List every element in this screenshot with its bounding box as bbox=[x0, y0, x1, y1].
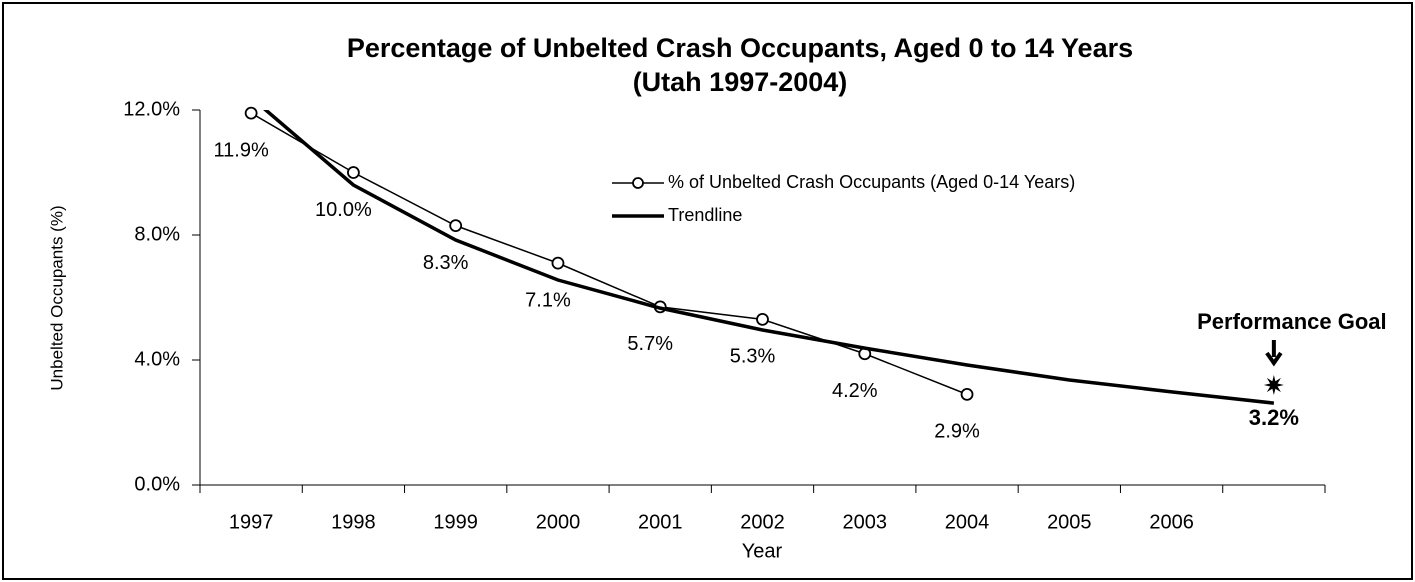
x-tick-label: 2003 bbox=[843, 511, 888, 533]
legend-label: Trendline bbox=[668, 205, 742, 225]
data-point bbox=[449, 219, 463, 233]
data-point bbox=[960, 387, 974, 401]
y-tick-label: 8.0% bbox=[134, 223, 180, 245]
x-tick-label: 2000 bbox=[536, 511, 581, 533]
data-point bbox=[244, 106, 258, 120]
goal-label: Performance Goal bbox=[1197, 309, 1387, 334]
data-line bbox=[250, 112, 968, 396]
goal-value-label: 3.2% bbox=[1249, 405, 1299, 430]
y-tick-label: 4.0% bbox=[134, 348, 180, 370]
x-tick-label: 1999 bbox=[433, 511, 478, 533]
data-label: 2.9% bbox=[934, 421, 980, 443]
x-tick-label: 2004 bbox=[945, 511, 990, 533]
x-tick-label: 2006 bbox=[1149, 511, 1194, 533]
goal-arrow bbox=[1265, 340, 1283, 367]
y-tick-label: 12.0% bbox=[123, 98, 180, 120]
y-tick-label: 0.0% bbox=[134, 473, 180, 495]
data-point bbox=[347, 166, 360, 179]
chart-subtitle: (Utah 1997-2004) bbox=[633, 67, 848, 97]
data-label: 7.1% bbox=[525, 289, 571, 311]
data-label: 4.2% bbox=[832, 380, 878, 402]
data-label: 5.3% bbox=[730, 346, 776, 368]
chart-title: Percentage of Unbelted Crash Occupants, … bbox=[347, 33, 1133, 63]
data-point bbox=[756, 312, 769, 326]
x-tick-label: 2005 bbox=[1047, 511, 1092, 533]
legend-label: % of Unbelted Crash Occupants (Aged 0-14… bbox=[668, 172, 1075, 192]
data-label: 8.3% bbox=[423, 252, 469, 274]
x-axis-label: Year bbox=[742, 540, 783, 562]
x-tick-label: 1998 bbox=[331, 511, 376, 533]
data-label: 10.0% bbox=[315, 199, 372, 221]
legend-marker bbox=[632, 177, 644, 189]
y-axis-label: Unbelted Occupants (%) bbox=[47, 205, 66, 390]
data-label: 5.7% bbox=[627, 333, 673, 355]
goal-marker bbox=[1263, 375, 1284, 395]
x-tick-label: 2002 bbox=[740, 511, 785, 533]
trendline bbox=[263, 110, 1275, 405]
data-point bbox=[551, 256, 565, 270]
x-tick-label: 1997 bbox=[229, 511, 274, 533]
x-tick-label: 2001 bbox=[638, 511, 683, 533]
data-label: 11.9% bbox=[214, 139, 269, 161]
